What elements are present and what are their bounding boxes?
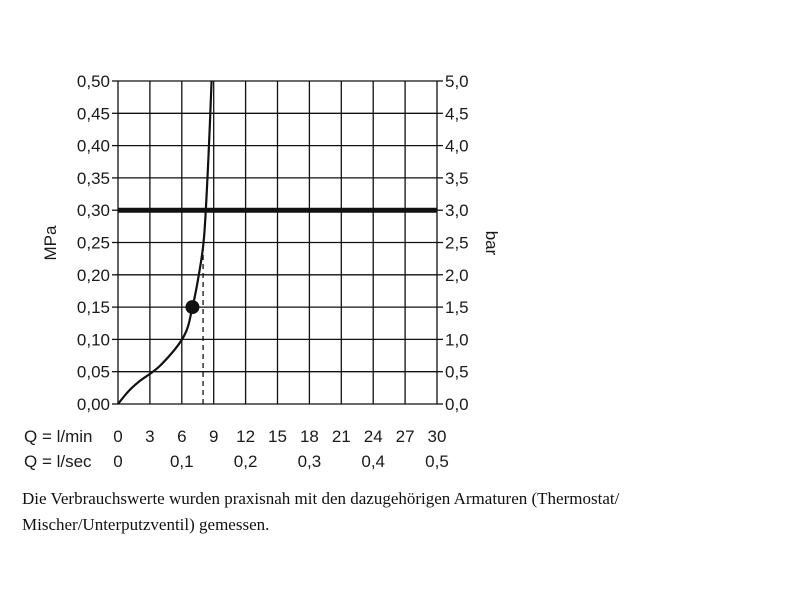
- right-tick-label: 0,5: [445, 363, 469, 382]
- right-tick-label: 4,0: [445, 137, 469, 156]
- right-tick-label: 1,5: [445, 298, 469, 317]
- right-tick-label: 1,0: [445, 330, 469, 349]
- x-lmin-tick-label: 15: [268, 427, 287, 446]
- x-lmin-tick-label: 30: [428, 427, 447, 446]
- x-lmin-tick-label: 18: [300, 427, 319, 446]
- x-lmin-tick-label: 6: [177, 427, 186, 446]
- x-lsec-tick-label: 0: [113, 452, 122, 471]
- left-tick-label: 0,35: [77, 169, 110, 188]
- left-tick-label: 0,40: [77, 137, 110, 156]
- x-lsec-tick-label: 0,2: [234, 452, 258, 471]
- x-lmin-tick-label: 27: [396, 427, 415, 446]
- x-lmin-tick-label: 21: [332, 427, 351, 446]
- x-lmin-tick-label: 9: [209, 427, 218, 446]
- right-axis-ticks: 0,0 0,5 1,0 1,5 2,0 2,5 3,0 3,5 4,0 4,5 5,0: [445, 72, 469, 414]
- left-tick-label: 0,20: [77, 266, 110, 285]
- right-tick-label: 4,5: [445, 104, 469, 123]
- left-axis-title: MPa: [41, 225, 60, 261]
- x-axis-lmin-title: Q = l/min: [24, 427, 93, 446]
- caption-text: Die Verbrauchswerte wurden praxisnah mit…: [22, 489, 620, 534]
- left-tick-label: 0,10: [77, 330, 110, 349]
- right-axis-title: bar: [482, 231, 501, 256]
- left-tick-label: 0,05: [77, 363, 110, 382]
- flow-pressure-chart: 0,000,050,100,150,200,250,300,350,400,45…: [24, 72, 501, 471]
- left-tick-label: 0,30: [77, 201, 110, 220]
- right-tick-label: 3,0: [445, 201, 469, 220]
- x-lmin-tick-label: 24: [364, 427, 383, 446]
- left-tick-label: 0,00: [77, 395, 110, 414]
- x-lsec-tick-label: 0,4: [361, 452, 385, 471]
- x-axis-lmin-ticks: 0 3 6 9 12 15 18 21 24 27 30: [113, 427, 446, 446]
- right-tick-label: 0,0: [445, 395, 469, 414]
- right-tick-label: 2,5: [445, 234, 469, 253]
- x-lmin-tick-label: 12: [236, 427, 255, 446]
- left-tick-label: 0,15: [77, 298, 110, 317]
- right-tick-label: 5,0: [445, 72, 469, 91]
- x-axis-lsec-ticks: 0 0,1 0,2 0,3 0,4 0,5: [113, 452, 449, 471]
- left-tick-label: 0,45: [77, 104, 110, 123]
- x-axis-lsec-title: Q = l/sec: [24, 452, 92, 471]
- x-lsec-tick-label: 0,1: [170, 452, 194, 471]
- right-tick-label: 3,5: [445, 169, 469, 188]
- x-lmin-tick-label: 0: [113, 427, 122, 446]
- pressure-flow-curve: [117, 80, 213, 405]
- right-tick-label: 2,0: [445, 266, 469, 285]
- grid: [112, 80, 443, 405]
- x-lsec-tick-label: 0,5: [425, 452, 449, 471]
- x-lsec-tick-label: 0,3: [298, 452, 322, 471]
- x-lmin-tick-label: 3: [145, 427, 154, 446]
- left-tick-label: 0,25: [77, 234, 110, 253]
- left-axis-ticks: 0,00 0,05 0,10 0,15 0,20 0,25 0,30 0,35 0,40 0,45…: [77, 72, 110, 414]
- left-tick-label: 0,50: [77, 72, 110, 91]
- operating-point-marker: [185, 300, 200, 315]
